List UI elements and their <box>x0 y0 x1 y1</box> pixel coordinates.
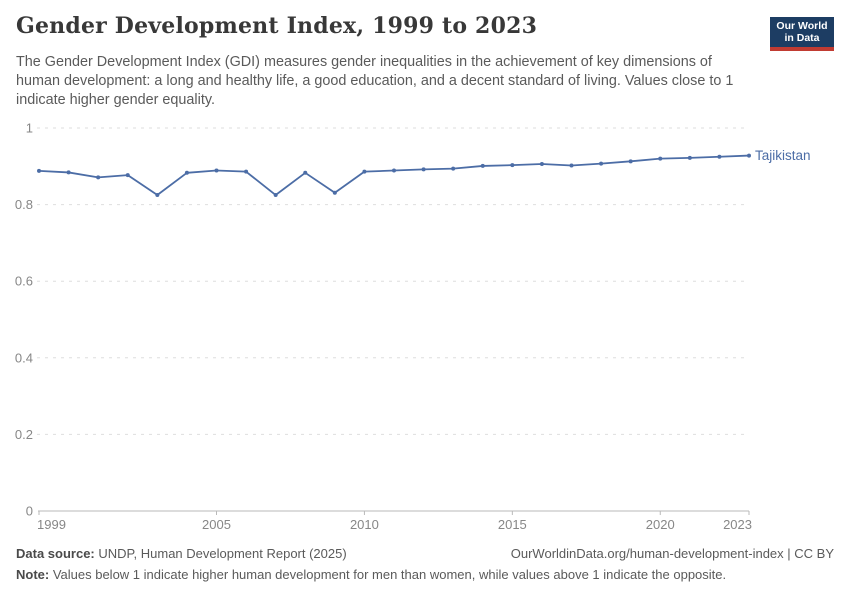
data-source-label: Data source: <box>16 546 95 561</box>
data-point[interactable] <box>184 170 189 175</box>
note-text: Values below 1 indicate higher human dev… <box>49 567 727 582</box>
y-tick-label: 0.8 <box>15 197 33 212</box>
data-point[interactable] <box>747 153 751 158</box>
y-tick-label: 0.6 <box>15 274 33 289</box>
data-point[interactable] <box>125 173 130 178</box>
data-point[interactable] <box>273 193 278 198</box>
data-point[interactable] <box>658 156 663 161</box>
x-tick-label: 2010 <box>350 517 379 532</box>
footer-row: Data source: UNDP, Human Development Rep… <box>16 546 834 561</box>
data-point[interactable] <box>451 166 456 171</box>
data-point[interactable] <box>539 162 544 167</box>
data-point[interactable] <box>332 190 337 195</box>
x-tick-label: 2005 <box>202 517 231 532</box>
data-point[interactable] <box>717 154 722 159</box>
data-point[interactable] <box>392 168 396 173</box>
data-point[interactable] <box>569 163 574 168</box>
page-title: Gender Development Index, 1999 to 2023 <box>16 13 538 39</box>
owid-logo-line2: in Data <box>784 31 820 44</box>
data-point[interactable] <box>96 175 101 180</box>
data-point[interactable] <box>480 163 485 168</box>
owid-logo-line1: Our World <box>776 20 828 32</box>
x-tick-label: 2020 <box>646 517 675 532</box>
note-label: Note: <box>16 567 50 582</box>
data-point[interactable] <box>362 169 367 174</box>
line-chart[interactable]: 0 0.2 0.4 0.6 0.8 1 1999 2005 2010 2015 2020 2023 Ta… <box>0 115 850 535</box>
data-point[interactable] <box>303 170 308 175</box>
entity-label[interactable]: Tajikistan <box>755 148 811 163</box>
y-tick-label: 0 <box>26 504 33 519</box>
x-tick-label: 1999 <box>37 517 66 532</box>
y-tick-label: 1 <box>26 121 33 136</box>
chart-subtitle: The Gender Development Index (GDI) measu… <box>16 54 734 108</box>
x-tick-label: 2023 <box>723 517 752 532</box>
x-tick-label: 2015 <box>498 517 527 532</box>
data-source-text: UNDP, Human Development Report (2025) <box>94 546 347 561</box>
data-point[interactable] <box>687 155 692 160</box>
data-point[interactable] <box>214 168 219 173</box>
owid-logo[interactable]: Our World in Data <box>770 17 834 51</box>
y-tick-label: 0.4 <box>15 350 33 365</box>
data-point[interactable] <box>155 193 160 198</box>
data-point[interactable] <box>37 168 41 173</box>
series-line-tajikistan[interactable] <box>38 154 750 196</box>
data-point[interactable] <box>244 169 249 174</box>
data-point[interactable] <box>66 170 71 175</box>
data-source: Data source: UNDP, Human Development Rep… <box>16 546 347 561</box>
data-point[interactable] <box>599 161 604 166</box>
data-point[interactable] <box>421 167 426 172</box>
citation-link[interactable]: OurWorldinData.org/human-development-ind… <box>510 546 834 561</box>
footer-note: Note: Values below 1 indicate higher hum… <box>16 567 834 582</box>
y-tick-label: 0.2 <box>15 427 33 442</box>
data-point[interactable] <box>628 159 633 164</box>
data-point[interactable] <box>510 163 515 168</box>
